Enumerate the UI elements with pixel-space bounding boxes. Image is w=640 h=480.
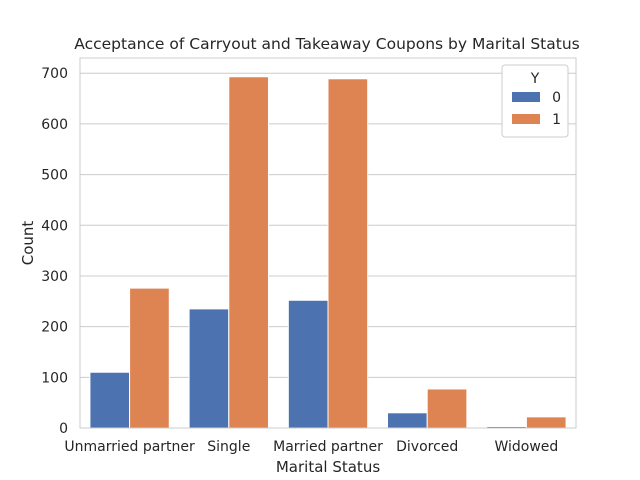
legend-title: Y (530, 71, 540, 87)
bars (89, 76, 567, 429)
bar-widowed-y1 (525, 416, 567, 429)
bar-divorced-y0 (387, 412, 428, 429)
bar-single-y0 (188, 308, 230, 429)
bar-married-partner-y1 (327, 78, 369, 429)
bar-divorced-y1 (426, 388, 468, 429)
x-tick-single: Single (207, 439, 250, 455)
x-tick-labels: Unmarried partner Single Married partner Di… (64, 439, 558, 455)
y-tick-700: 700 (41, 66, 68, 82)
bar-unmarried-partner-y0 (89, 371, 131, 429)
legend-label-0: 0 (552, 90, 561, 106)
y-tick-400: 400 (41, 218, 68, 234)
x-tick-unmarried-partner: Unmarried partner (64, 439, 195, 455)
x-axis-label: Marital Status (276, 458, 380, 476)
y-tick-500: 500 (41, 168, 68, 184)
legend-swatch-1 (512, 114, 540, 124)
y-tick-300: 300 (41, 269, 68, 285)
y-tick-200: 200 (41, 320, 68, 336)
y-tick-labels: 0 100 200 300 400 500 600 700 (41, 66, 68, 437)
y-tick-600: 600 (41, 117, 68, 133)
bar-unmarried-partner-y1 (129, 287, 170, 429)
bar-single-y1 (228, 76, 269, 429)
legend-label-1: 1 (552, 112, 561, 128)
x-tick-divorced: Divorced (396, 439, 458, 455)
legend-swatch-0 (512, 92, 540, 102)
x-tick-widowed: Widowed (494, 439, 558, 455)
y-tick-0: 0 (59, 421, 68, 437)
y-tick-100: 100 (41, 370, 68, 386)
y-axis-label: Count (19, 221, 37, 266)
chart-title: Acceptance of Carryout and Takeaway Coup… (74, 35, 579, 53)
plot-frame (79, 57, 577, 429)
bar-married-partner-y0 (287, 299, 329, 429)
x-tick-married-partner: Married partner (273, 439, 383, 455)
legend: Y 0 1 (501, 64, 569, 138)
